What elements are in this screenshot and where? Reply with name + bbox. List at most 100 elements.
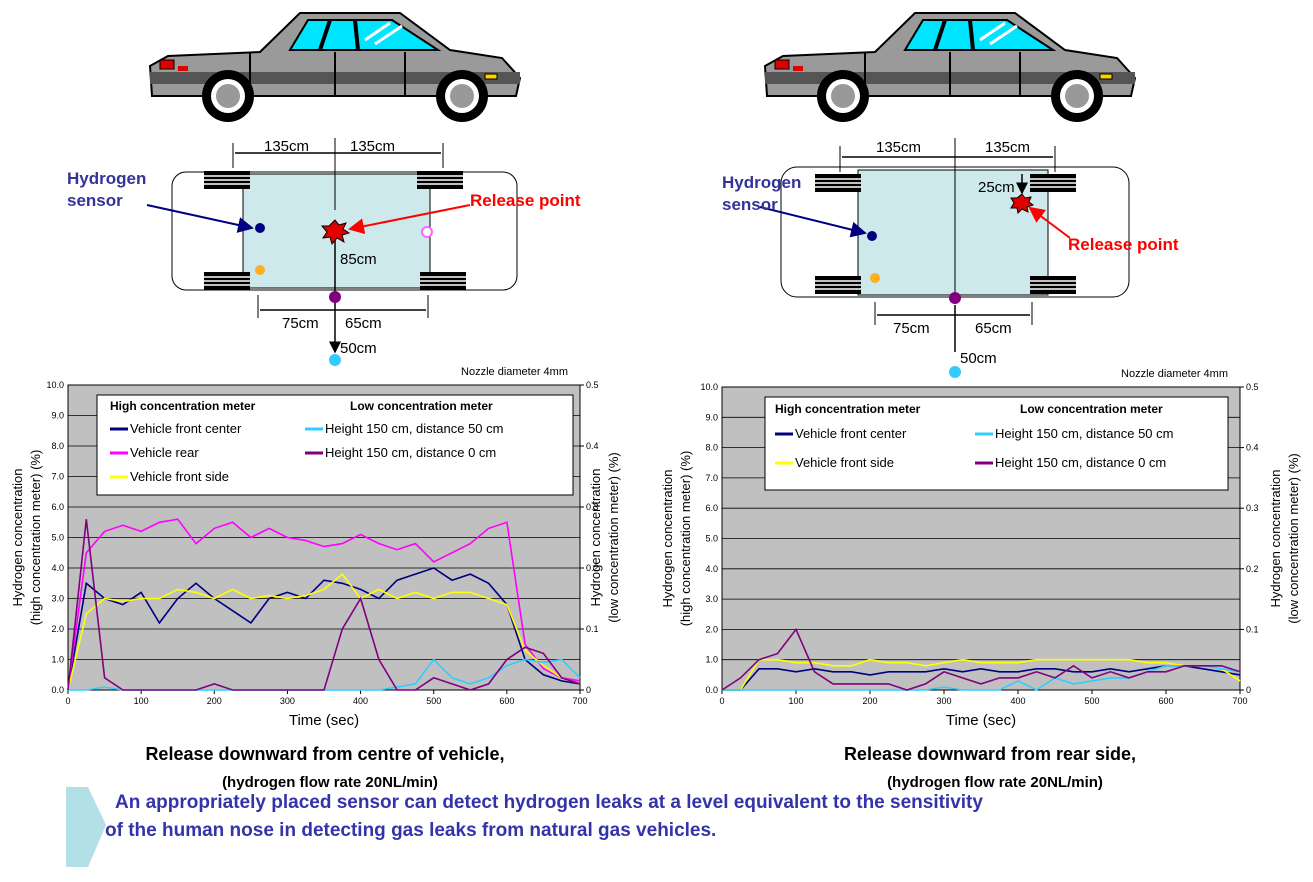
x-tick-label: 500 (426, 696, 441, 706)
vehicle-diagram: 135cm 135cm 25cm 75cm 65cm 50cm Hydrogen… (722, 138, 1179, 378)
sensor-label: Hydrogen (67, 169, 146, 188)
y-tick-label: 0.0 (705, 685, 718, 695)
y-tick-label: 6.0 (705, 503, 718, 513)
y2-tick-label: 0.5 (1246, 382, 1259, 392)
y-tick-label: 4.0 (51, 563, 64, 573)
caption: Release downward from rear side, (844, 744, 1136, 764)
y-tick-label: 1.0 (51, 655, 64, 665)
release-label: Release point (470, 191, 581, 210)
x-tick-label: 0 (65, 696, 70, 706)
legend-label: Height 150 cm, distance 0 cm (325, 445, 496, 460)
wheel (417, 171, 463, 189)
y-tick-label: 3.0 (51, 594, 64, 604)
conclusion-arrow (66, 787, 106, 867)
x-tick-label: 600 (1158, 696, 1173, 706)
x-axis-title: Time (sec) (289, 712, 359, 729)
x-tick-label: 100 (134, 696, 149, 706)
sensor (329, 291, 341, 303)
sensor (867, 231, 877, 241)
legend-heading: Low concentration meter (1020, 402, 1163, 416)
x-tick-label: 700 (572, 696, 587, 706)
x-axis-title: Time (sec) (946, 712, 1016, 729)
dimension-label: 50cm (960, 350, 997, 367)
conclusion-text: of the human nose in detecting gas leaks… (105, 820, 716, 841)
x-tick-label: 700 (1232, 696, 1247, 706)
legend-label: Height 150 cm, distance 0 cm (995, 455, 1166, 470)
y2-axis-title: (low concentration meter) (%) (1286, 453, 1301, 624)
x-tick-label: 100 (788, 696, 803, 706)
legend-heading: High concentration meter (775, 402, 921, 416)
y2-tick-label: 0.4 (1246, 443, 1259, 453)
legend-label: Vehicle rear (130, 445, 199, 460)
legend-label: Vehicle front center (795, 426, 907, 441)
legend-label: Height 150 cm, distance 50 cm (325, 421, 503, 436)
y-tick-label: 0.0 (51, 685, 64, 695)
sensor (255, 223, 265, 233)
y-axis-title: (high concentration meter) (%) (28, 450, 43, 626)
y-tick-label: 10.0 (46, 380, 64, 390)
release-label: Release point (1068, 235, 1179, 254)
dimension-label: 135cm (985, 139, 1030, 156)
conclusion-text: An appropriately placed sensor can detec… (115, 792, 983, 813)
y2-tick-label: 0.2 (1246, 564, 1259, 574)
y2-axis-title: Hydrogen concentration (1268, 469, 1283, 607)
y-tick-label: 2.0 (705, 624, 718, 634)
y2-axis-title: Hydrogen concentration (588, 468, 603, 606)
slide: 135cm 135cm 85cm 75cm 65cm 50cm Hydrogen… (0, 0, 1313, 877)
y-axis-title: Hydrogen concentration (10, 468, 25, 606)
y2-tick-label: 0.1 (1246, 624, 1259, 634)
legend-heading: Low concentration meter (350, 399, 493, 413)
y-tick-label: 1.0 (705, 655, 718, 665)
sensor (255, 265, 265, 275)
wheel (1030, 276, 1076, 294)
y-axis-title: Hydrogen concentration (660, 469, 675, 607)
y-tick-label: 6.0 (51, 502, 64, 512)
y2-tick-label: 0.5 (586, 380, 599, 390)
dimension-label: 50cm (340, 340, 377, 357)
y-tick-label: 5.0 (705, 534, 718, 544)
dimension-label: 85cm (340, 251, 377, 268)
legend-label: Vehicle front center (130, 421, 242, 436)
cabin (858, 170, 1048, 295)
dimension-label: 75cm (893, 320, 930, 337)
y-tick-label: 5.0 (51, 533, 64, 543)
sensor (949, 292, 961, 304)
y-tick-label: 4.0 (705, 564, 718, 574)
x-tick-label: 400 (1010, 696, 1025, 706)
dimension-label: 135cm (350, 138, 395, 155)
sensor (870, 273, 880, 283)
sensor (422, 227, 432, 237)
x-tick-label: 500 (1084, 696, 1099, 706)
wheel (204, 171, 250, 189)
x-tick-label: 300 (280, 696, 295, 706)
dimension-label: 25cm (978, 179, 1015, 196)
sensor-label: sensor (722, 195, 778, 214)
car-illustration (765, 13, 1135, 122)
legend-label: Height 150 cm, distance 50 cm (995, 426, 1173, 441)
y-tick-label: 9.0 (51, 411, 64, 421)
y2-axis-title: (low concentration meter) (%) (606, 452, 621, 623)
dimension-label: 135cm (876, 139, 921, 156)
legend-label: Vehicle front side (130, 469, 229, 484)
y-tick-label: 7.0 (51, 472, 64, 482)
y-tick-label: 2.0 (51, 624, 64, 634)
y2-tick-label: 0 (1246, 685, 1251, 695)
caption: (hydrogen flow rate 20NL/min) (222, 774, 438, 791)
dimension-label: 135cm (264, 138, 309, 155)
y2-tick-label: 0.3 (1246, 503, 1259, 513)
car-illustration (150, 13, 520, 122)
annotation: Nozzle diameter 4mm (1121, 368, 1228, 380)
y-tick-label: 9.0 (705, 412, 718, 422)
wheel (1030, 174, 1076, 192)
x-tick-label: 600 (499, 696, 514, 706)
x-tick-label: 300 (936, 696, 951, 706)
caption: (hydrogen flow rate 20NL/min) (887, 774, 1103, 791)
legend-label: Vehicle front side (795, 455, 894, 470)
wheel (815, 174, 861, 192)
y-tick-label: 8.0 (51, 441, 64, 451)
dimension-label: 65cm (975, 320, 1012, 337)
annotation: Nozzle diameter 4mm (461, 366, 568, 378)
caption: Release downward from centre of vehicle, (145, 744, 504, 764)
y-tick-label: 7.0 (705, 473, 718, 483)
dimension-label: 65cm (345, 315, 382, 332)
